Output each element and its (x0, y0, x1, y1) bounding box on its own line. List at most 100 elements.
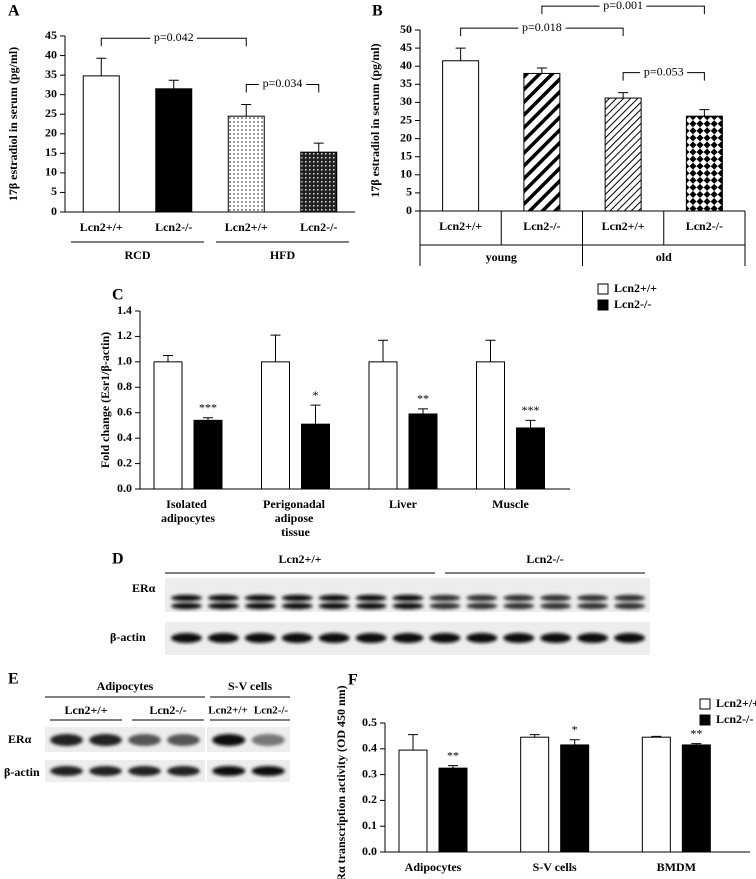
blot-band (207, 594, 239, 602)
panel-letter: B (372, 3, 383, 20)
blot-band (170, 594, 202, 602)
legend-swatch (699, 714, 711, 726)
bracket (541, 5, 705, 15)
blot-band (392, 602, 424, 610)
significance-label: * (313, 388, 319, 402)
blot-band (577, 602, 609, 610)
error-bar (455, 47, 466, 61)
blot-band (355, 633, 387, 643)
error-bar (168, 79, 179, 89)
blot-band (355, 594, 387, 602)
y-tick-label: 30 (400, 94, 412, 108)
bar (438, 767, 468, 853)
blot-strip (207, 760, 290, 782)
y-tick-label: 25 (400, 112, 412, 126)
blot-band (128, 734, 161, 746)
legend-label: Lcn2-/- (716, 712, 753, 726)
legend-label: Lcn2+/+ (614, 281, 657, 295)
y-tick-label: 0.4 (117, 430, 132, 444)
group-label: old (656, 250, 672, 264)
bar (227, 115, 265, 213)
error-bar (408, 734, 418, 751)
y-tick-label: 15 (400, 148, 412, 162)
blot-band (50, 766, 83, 776)
x-tick-label: Adipocytes (405, 860, 462, 874)
y-tick-label: 35 (45, 67, 57, 81)
x-tick-label: Liver (389, 497, 418, 511)
x-tick-label: Perigonadal adipose tissue (263, 497, 328, 539)
bar (476, 361, 505, 490)
error-bar (536, 67, 547, 74)
panel-letter: D (112, 551, 124, 568)
y-tick-label: 0.2 (117, 455, 132, 469)
legend-swatch (699, 698, 711, 710)
blot-band (170, 633, 202, 643)
y-tick-label: 10 (45, 165, 57, 179)
blot-band (89, 734, 122, 746)
bar (368, 361, 398, 490)
y-tick-label: 0.1 (362, 818, 377, 832)
x-tick-label: Isolated adipocytes (161, 497, 215, 525)
y-tick-label: 1.0 (117, 354, 132, 368)
group-label: HFD (270, 248, 296, 262)
blot-band (392, 633, 424, 643)
legend-label: Lcn2-/- (614, 297, 651, 311)
error-bar (618, 92, 629, 99)
error-bar (241, 103, 252, 117)
x-tick-label: Lcn2-/- (300, 220, 337, 234)
bar (408, 413, 438, 490)
x-tick-label: Lcn2+/+ (225, 220, 268, 234)
significance-label: ** (447, 748, 459, 762)
y-tick-label: 15 (45, 145, 57, 159)
bar (261, 361, 290, 490)
blot-row-label: β-actin (110, 630, 146, 644)
blot-band (540, 602, 572, 610)
y-tick-label: 0.6 (117, 404, 132, 418)
blot-band (429, 602, 461, 610)
legend-label: Lcn2+/+ (716, 696, 756, 710)
y-axis-label: 17β estradiol in serum (pg/ml) (368, 43, 382, 197)
blot-band (251, 734, 285, 746)
blot-group-label: Lcn2+/+ (278, 552, 321, 566)
error-bar (310, 404, 321, 425)
error-bar (569, 739, 580, 745)
significance-label: ** (690, 726, 702, 740)
y-tick-label: 0.8 (117, 379, 132, 393)
blot-group-label: Lcn2-/- (254, 705, 289, 717)
panel-letter: F (348, 672, 358, 689)
blot-band (128, 766, 161, 776)
bar (155, 88, 193, 213)
bar (442, 60, 480, 212)
blot-band (614, 594, 646, 602)
blot-band (466, 594, 498, 602)
y-tick-label: 20 (45, 126, 57, 140)
annotation: p=0.042 (154, 30, 194, 44)
bar (300, 151, 338, 213)
y-tick-label: 50 (400, 22, 412, 36)
bar (681, 744, 711, 853)
blot-band (281, 594, 313, 602)
error-bar (313, 142, 324, 153)
bar (153, 361, 183, 490)
blot-band (212, 734, 246, 746)
error-bar (529, 734, 540, 738)
significance-label: * (572, 723, 578, 737)
legend-swatch (597, 299, 609, 311)
blot-band (318, 594, 350, 602)
blot-group-label: Lcn2-/- (149, 703, 186, 717)
blot-strip (45, 760, 205, 782)
blot-band (577, 633, 609, 643)
blot-band (355, 602, 387, 610)
x-tick-label: Lcn2+/+ (80, 220, 123, 234)
blot-band (212, 766, 246, 776)
blot-band (429, 594, 461, 602)
error-bar (203, 417, 213, 421)
x-tick-label: Muscle (492, 497, 529, 511)
bar (685, 115, 723, 212)
y-tick-label: 0 (406, 203, 412, 217)
x-tick-label: Lcn2+/+ (439, 219, 482, 233)
x-tick-label: Lcn2-/- (155, 220, 192, 234)
y-tick-label: 25 (45, 106, 57, 120)
bracket (245, 83, 320, 93)
annotation: p=0.001 (603, 0, 643, 12)
